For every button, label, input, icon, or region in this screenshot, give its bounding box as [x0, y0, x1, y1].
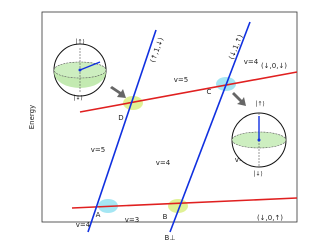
ket-label: |↓⟩: [73, 95, 82, 102]
ket-label: |↓⟩: [253, 171, 262, 178]
y-axis-label: Energy: [28, 105, 36, 130]
bloch-sphere: |↑⟩ |↓⟩: [231, 101, 287, 178]
red-line: [71, 197, 298, 209]
plot-frame: [41, 11, 298, 223]
region-label: v=4: [244, 58, 259, 66]
ket-label: |↑⟩: [255, 101, 264, 108]
bloch-sphere: |↑⟩ |↓⟩: [53, 39, 107, 102]
region-label: v=4: [76, 221, 91, 229]
crossing-label: A: [96, 211, 101, 219]
blue-line: [87, 29, 157, 233]
crossing-label: D: [118, 114, 123, 122]
line-label: (↓,0,↓): [261, 62, 287, 70]
line-label: (↑,1,↓): [149, 36, 166, 64]
crossing-label: C: [207, 88, 212, 96]
pointer-arrow: [232, 92, 246, 106]
region-label: v=5: [91, 146, 105, 154]
crossing-label: B: [163, 213, 168, 221]
highlights: [98, 77, 236, 213]
region-label: v=3: [125, 216, 139, 224]
ket-label: |↑⟩: [75, 39, 84, 46]
blue-line: [169, 21, 251, 233]
region-label: v=4: [156, 159, 171, 167]
region-label: v=5: [174, 76, 188, 84]
line-label: (↓,1,↑): [227, 33, 244, 60]
x-axis-label: B⊥: [165, 234, 176, 242]
red-line: [79, 71, 298, 113]
line-label: (↓,0,↑): [257, 214, 283, 222]
pointer-arrow: [110, 86, 126, 98]
